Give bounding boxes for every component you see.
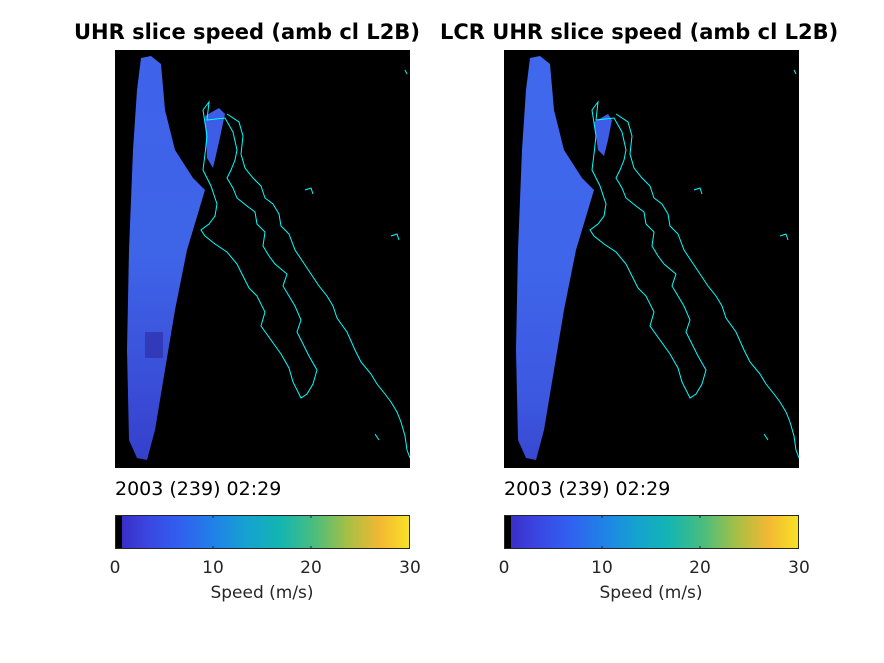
left-island-4 (404, 69, 408, 75)
right-colorbar (504, 515, 799, 549)
left-map-svg (127, 56, 410, 460)
right-colorbar-tick-10: 10 (591, 558, 613, 578)
left-inland-swath (205, 108, 225, 168)
left-colorbar-label: Speed (m/s) (210, 583, 314, 603)
right-colorbar-label: Speed (m/s) (599, 583, 703, 603)
right-wind-swath (516, 56, 594, 460)
right-island-4 (793, 69, 797, 75)
left-timestamp: 2003 (239) 02:29 (115, 478, 282, 500)
right-inland-swath (594, 114, 612, 156)
right-map-svg (516, 56, 799, 460)
right-coastline-peninsula (589, 100, 707, 399)
left-swath-noise (145, 332, 163, 358)
right-colorbar-tick-0: 0 (498, 558, 510, 578)
left-colorbar-tick-20: 20 (300, 558, 322, 578)
right-timestamp: 2003 (239) 02:29 (504, 478, 671, 500)
left-speed-map (115, 50, 410, 468)
left-panel-title: UHR slice speed (amb cl L2B) (74, 20, 420, 44)
left-colorbar-tick-0: 0 (109, 558, 121, 578)
right-speed-map (504, 50, 799, 468)
left-island-1 (304, 187, 314, 195)
left-island-3 (374, 433, 380, 441)
left-coastline-peninsula (200, 100, 318, 399)
left-colorbar (115, 515, 410, 549)
left-colorbar-ticks (212, 515, 312, 549)
right-colorbar-ticks (601, 515, 701, 549)
right-colorbar-tick-20: 20 (689, 558, 711, 578)
right-coastline-mainland (615, 113, 799, 459)
right-colorbar-tick-30: 30 (788, 558, 810, 578)
left-coastline-mainland (226, 113, 410, 459)
left-colorbar-tick-30: 30 (399, 558, 421, 578)
left-colorbar-tick-10: 10 (202, 558, 224, 578)
left-island-2 (390, 233, 400, 241)
right-island-2 (779, 233, 789, 241)
left-wind-swath (127, 56, 205, 460)
right-island-3 (763, 433, 769, 441)
right-panel-title: LCR UHR slice speed (amb cl L2B) (440, 20, 839, 44)
right-island-1 (693, 187, 703, 195)
